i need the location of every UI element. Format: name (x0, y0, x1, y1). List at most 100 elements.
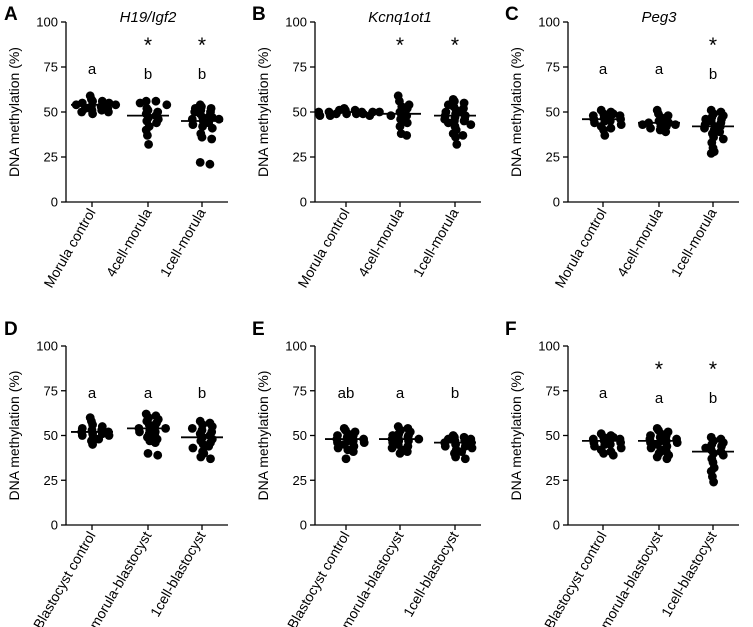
panel-f: F DNA methylation (%) 0 25 50 75 100 Blastocyst… (505, 319, 739, 627)
significance-star: * (709, 358, 717, 381)
y-tick-label: 25 (546, 473, 560, 488)
panel-letter: E (252, 319, 265, 340)
data-point (458, 131, 468, 140)
significance-letter: a (88, 385, 97, 402)
data-point (315, 111, 325, 120)
data-point (457, 447, 467, 457)
significance-star: * (709, 34, 717, 57)
significance-letter: a (144, 385, 153, 402)
panel-c: C Peg3 DNA methylation (%) 0 25 50 75 100 Morula… (505, 4, 739, 290)
y-tick-label: 0 (51, 518, 58, 533)
data-point (135, 427, 144, 437)
y-tick-label: 50 (293, 105, 307, 120)
panel-letter: D (4, 319, 18, 340)
data-point (452, 140, 462, 149)
data-point (616, 443, 626, 453)
y-tick-label: 50 (44, 105, 58, 120)
data-point (104, 431, 114, 440)
data-point (600, 131, 610, 140)
y-tick-label: 25 (293, 150, 307, 165)
y-tick-label: 100 (36, 15, 58, 30)
panel-letter: F (505, 319, 517, 340)
y-tick-label: 25 (293, 473, 307, 488)
x-category-label: Morula control (551, 206, 609, 291)
data-point (466, 120, 476, 129)
data-point (460, 454, 470, 464)
data-point (97, 105, 107, 115)
data-point (706, 149, 716, 158)
data-point (188, 120, 198, 129)
x-category-label: 1cell-morula (410, 205, 462, 279)
data-point (402, 118, 412, 128)
y-tick-label: 0 (51, 195, 58, 210)
panel-title: Kcnq1ot1 (368, 9, 431, 26)
panel-b: B Kcnq1ot1 DNA methylation (%) 0 25 50 75 100 Mo… (252, 4, 481, 290)
data-point (375, 107, 384, 117)
y-axis-label: DNA methylation (%) (508, 47, 524, 177)
x-category-label: 1cell-blastocyst (658, 528, 720, 619)
data-point (671, 120, 680, 129)
panel-letter: C (505, 4, 519, 25)
data-point (88, 440, 97, 449)
y-tick-label: 0 (300, 195, 307, 210)
data-point (196, 452, 206, 462)
y-tick-label: 75 (546, 383, 560, 398)
significance-letter: b (198, 66, 206, 83)
data-point (662, 454, 672, 464)
y-axis-label: DNA methylation (%) (6, 47, 22, 177)
data-point (162, 100, 172, 110)
y-tick-label: 50 (44, 428, 58, 443)
significance-letter: b (144, 66, 152, 83)
y-tick-label: 25 (44, 473, 58, 488)
data-point (451, 452, 460, 462)
data-point (661, 127, 671, 137)
data-point (459, 116, 469, 126)
data-point (718, 134, 728, 144)
data-point (77, 107, 87, 117)
data-point (386, 111, 396, 120)
data-point (341, 454, 351, 464)
y-tick-label: 50 (546, 428, 560, 443)
x-category-label: Blastocyst control (284, 529, 353, 627)
data-point (144, 140, 154, 149)
significance-letter: a (396, 385, 405, 402)
data-point (187, 423, 197, 433)
panel-e: E DNA methylation (%) 0 25 50 75 100 Blastocyst… (252, 319, 481, 627)
significance-letter: b (451, 385, 459, 402)
y-tick-label: 75 (44, 383, 58, 398)
data-point (402, 447, 412, 457)
data-point (111, 100, 121, 110)
data-point (152, 118, 161, 128)
data-point (590, 118, 599, 128)
significance-star: * (451, 34, 459, 57)
data-point (605, 440, 615, 449)
panel-title: H19/Igf2 (120, 9, 177, 26)
data-point (77, 431, 87, 440)
y-tick-label: 75 (44, 60, 58, 75)
x-category-label: Morula control (40, 206, 98, 291)
panel-title: Peg3 (641, 9, 677, 26)
y-tick-label: 75 (546, 60, 560, 75)
x-category-label: 1cell-blastocyst (147, 528, 209, 619)
y-tick-label: 50 (546, 105, 560, 120)
y-tick-label: 75 (293, 60, 307, 75)
data-point (387, 443, 397, 453)
data-point (616, 120, 626, 129)
significance-letter: a (88, 61, 97, 78)
x-category-label: Blastocyst control (30, 529, 99, 627)
data-point (402, 131, 412, 140)
data-point (451, 132, 460, 142)
data-point (206, 454, 215, 464)
significance-letter: b (709, 66, 717, 83)
x-category-label: 1cell-morula (157, 205, 209, 279)
data-point (153, 450, 163, 460)
data-point (715, 127, 725, 137)
y-tick-label: 0 (300, 518, 307, 533)
data-point (214, 114, 224, 124)
data-point (188, 443, 198, 453)
data-point (348, 447, 358, 457)
data-point (395, 122, 405, 131)
y-axis-label: DNA methylation (%) (255, 47, 271, 177)
data-point (205, 159, 215, 169)
